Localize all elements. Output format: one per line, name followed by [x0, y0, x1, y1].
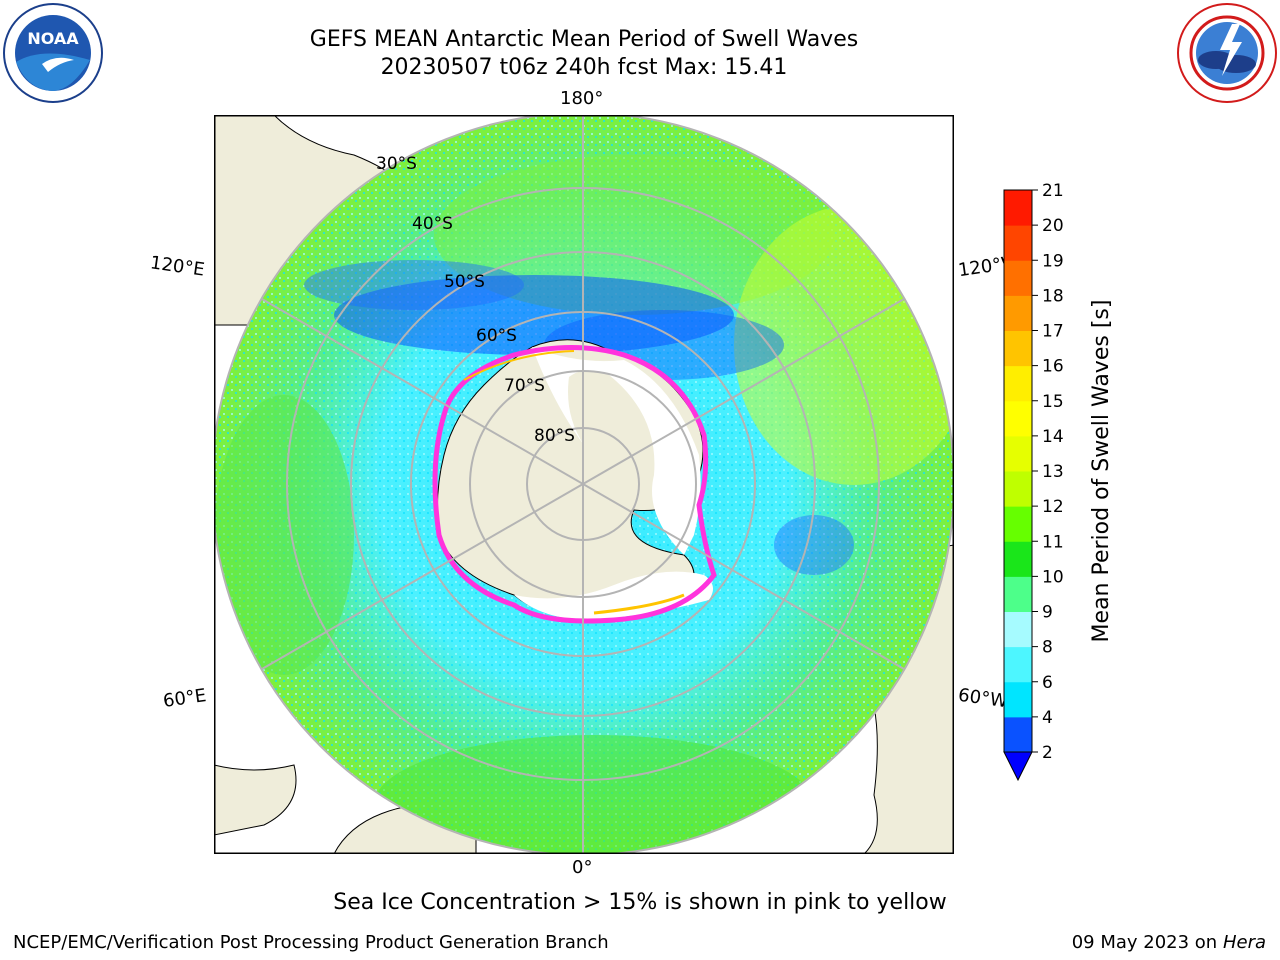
- lat-label-60: 60°S: [476, 326, 517, 346]
- colorbar-tick-label: 21: [1042, 181, 1064, 201]
- map-subtitle: 20230507 t06z 240h fcst Max: 15.41: [380, 55, 788, 80]
- colorbar-tick-label: 19: [1042, 251, 1064, 271]
- footer-date: 09 May 2023 on Hera: [1072, 932, 1266, 953]
- nws-logo: [1177, 3, 1277, 103]
- colorbar-swatch: [1004, 330, 1032, 367]
- lon-label-0: 0°: [572, 857, 593, 878]
- sea-ice-edge: [432, 345, 717, 624]
- colorbar-tick-label: 16: [1042, 357, 1064, 377]
- colorbar-tick-label: 6: [1042, 673, 1053, 693]
- colorbar-tick-label: 17: [1042, 322, 1064, 342]
- colorbar-tick-label: 18: [1042, 286, 1064, 306]
- colorbar-swatch: [1004, 716, 1032, 753]
- colorbar-swatch: [1004, 506, 1032, 542]
- colorbar-tick-label: 2: [1042, 743, 1053, 763]
- colorbar: 2 4 6 8 9 10 11 12 13 14 15 16 17 18 19 20 21 Mean Period…: [1003, 181, 1114, 782]
- colorbar-tick-label: 9: [1042, 603, 1053, 623]
- lat-label-30: 30°S: [376, 154, 417, 174]
- colorbar-swatch: [1004, 225, 1032, 261]
- colorbar-swatch: [1004, 365, 1032, 402]
- latitude-labels: 30°S 40°S 50°S 60°S 70°S 80°S: [376, 154, 575, 446]
- lat-label-50: 50°S: [444, 272, 485, 292]
- colorbar-tick-label: 8: [1042, 638, 1053, 658]
- lon-label-180: 180°: [560, 88, 604, 109]
- lat-label-70: 70°S: [504, 376, 545, 396]
- graticule: [214, 115, 954, 854]
- colorbar-swatch: [1004, 190, 1032, 226]
- colorbar-swatch: [1004, 435, 1032, 472]
- lat-label-80: 80°S: [534, 426, 575, 446]
- colorbar-swatch: [1004, 471, 1032, 507]
- colorbar-tick-label: 12: [1042, 497, 1064, 517]
- colorbar-tick-label: 15: [1042, 392, 1064, 412]
- colorbar-tick-label: 13: [1042, 462, 1064, 482]
- colorbar-extend-arrow: [1003, 751, 1033, 782]
- polar-map: 30°S 40°S 50°S 60°S 70°S 80°S: [214, 115, 954, 854]
- colorbar-swatch: [1004, 295, 1032, 331]
- lat-label-40: 40°S: [412, 214, 453, 234]
- colorbar-swatch: [1004, 576, 1032, 612]
- svg-text:NOAA: NOAA: [27, 29, 79, 48]
- colorbar-tick-label: 20: [1042, 216, 1064, 236]
- footer-host: Hera: [1222, 932, 1266, 953]
- colorbar-tick-label: 10: [1042, 567, 1064, 587]
- sea-ice-note: Sea Ice Concentration > 15% is shown in …: [333, 890, 947, 915]
- colorbar-swatch: [1004, 260, 1032, 296]
- map-title: GEFS MEAN Antarctic Mean Period of Swell…: [309, 27, 859, 52]
- footer-credit: NCEP/EMC/Verification Post Processing Pr…: [13, 932, 609, 953]
- colorbar-label: Mean Period of Swell Waves [s]: [1089, 300, 1114, 643]
- footer-date-text: 09 May 2023 on: [1071, 932, 1218, 953]
- lon-label-120e: 120°E: [148, 252, 206, 281]
- colorbar-tick-label: 14: [1042, 427, 1064, 447]
- noaa-logo: NOAA: [3, 3, 103, 103]
- colorbar-swatch: [1004, 611, 1032, 648]
- colorbar-tick-label: 11: [1042, 532, 1064, 552]
- colorbar-swatch: [1004, 646, 1032, 683]
- lon-label-60e: 60°E: [161, 685, 208, 712]
- colorbar-swatch: [1004, 400, 1032, 437]
- colorbar-swatch: [1004, 541, 1032, 577]
- colorbar-swatch: [1004, 681, 1032, 718]
- colorbar-tick-label: 4: [1042, 708, 1053, 728]
